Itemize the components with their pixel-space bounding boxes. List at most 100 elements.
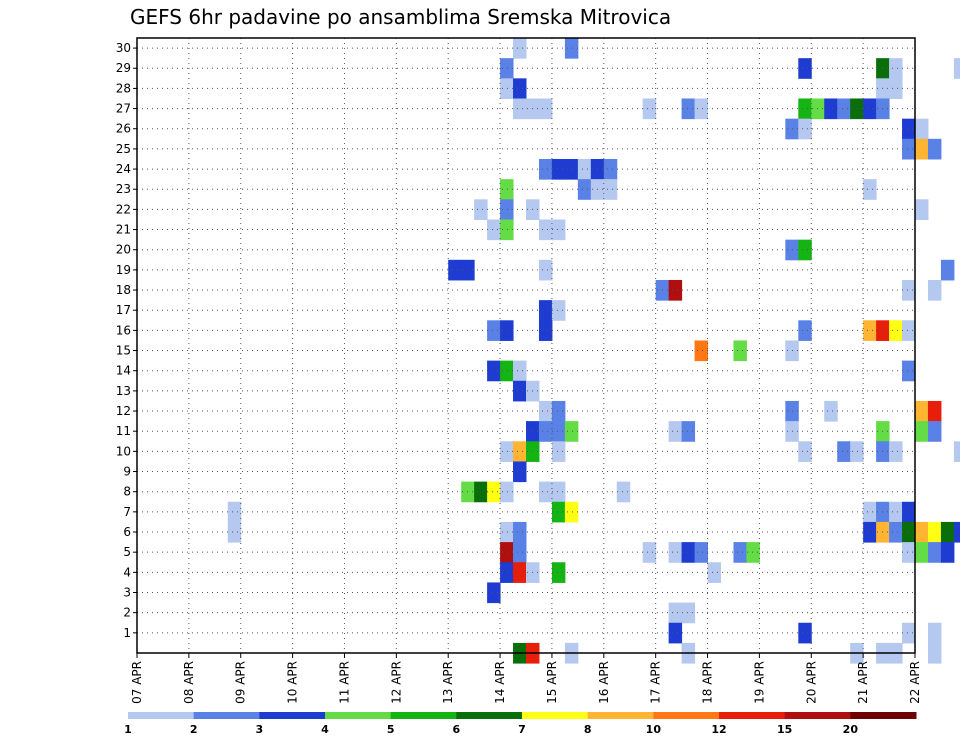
heatmap-cell [902,279,916,301]
heatmap-cell [889,441,903,462]
heatmap-cell [863,501,877,523]
heatmap-cell [889,58,903,79]
heatmap-cell [500,521,514,543]
heatmap-cell [603,179,618,200]
heatmap-cell [850,98,864,120]
colorbar-label: 10 [646,723,662,736]
y-tick-label: 3 [123,586,131,600]
heatmap-cell [824,400,838,422]
heatmap-cell [953,521,960,543]
x-tick-label: 10 APR [286,661,300,704]
y-tick-label: 8 [123,485,131,499]
y-tick-label: 4 [123,565,131,579]
colorbar-swatch [193,712,260,719]
y-tick-label: 5 [123,545,131,559]
heatmap-cell [837,98,851,120]
heatmap-cell [487,219,501,241]
heatmap-cell [927,279,942,301]
y-tick-label: 23 [116,182,131,196]
y-tick-label: 19 [116,263,131,277]
colorbar-label: 4 [321,723,329,736]
heatmap-cell [474,199,488,220]
heatmap-cell [694,542,709,563]
heatmap-cell [798,118,812,140]
heatmap-cell [500,58,514,79]
heatmap-cell [448,259,462,281]
heatmap-cell [487,582,501,604]
heatmap-cell [694,98,709,120]
heatmap-cell [500,481,514,503]
heatmap-cell [746,542,760,563]
heatmap-cell [915,400,929,422]
heatmap-cell [707,562,721,583]
heatmap-cell [811,98,825,120]
heatmap-cell [227,521,242,543]
y-tick-label: 26 [116,122,131,136]
heatmap-cell [889,78,903,99]
y-tick-label: 16 [116,323,131,337]
heatmap-cell [551,158,566,180]
heatmap-cell [513,38,527,59]
heatmap-cell [953,58,960,79]
heatmap-cell [953,441,960,462]
colorbar-swatch [325,712,392,719]
heatmap-cell [902,320,916,341]
heatmap-cell [668,602,683,624]
heatmap-cell [798,320,812,341]
heatmap-cell [902,501,916,523]
heatmap-cell [577,179,592,200]
y-tick-label: 1 [123,626,131,640]
y-tick-label: 11 [116,424,131,438]
heatmap-cell [927,138,942,160]
heatmap-cell [538,259,553,281]
colorbar-swatch [259,712,326,719]
plot-frame [136,37,916,654]
x-axis: 07 APR 08 APR 09 APR 10 APR 11 APR 12 APR 13 A… [130,653,922,704]
heatmap-cell [915,199,929,220]
y-axis: 1234567891011121314151617181920212223242… [116,41,137,640]
colorbar-label: 7 [518,723,526,736]
heatmap-cell [500,441,514,462]
heatmap-cell [642,542,657,563]
x-tick-label: 15 APR [545,661,559,704]
heatmap-cell [681,98,696,120]
y-tick-label: 10 [116,444,131,458]
heatmap-cell [603,158,618,180]
colorbar-swatch [522,712,589,719]
y-tick-label: 20 [116,243,131,257]
y-tick-label: 7 [123,505,131,519]
colorbar-label: 3 [256,723,264,736]
heatmap-cell [551,219,566,241]
heatmap-cell [902,138,916,160]
x-tick-label: 22 APR [908,661,922,704]
heatmap-cell [564,158,579,180]
y-tick-label: 13 [116,384,131,398]
heatmap-cell [902,521,916,543]
heatmap-cell [513,360,527,382]
x-tick-label: 11 APR [337,661,351,704]
heatmap-cell [863,521,877,543]
heatmap-cell [733,542,747,563]
heatmap-cell [500,542,514,563]
y-tick-label: 15 [116,344,131,358]
heatmap-cell [681,421,696,442]
chart-title: GEFS 6hr padavine po ansamblima Sremska … [130,5,671,29]
heatmap-cell [538,400,553,422]
colorbar-swatch [719,712,786,719]
heatmap-cell [551,562,566,583]
heatmap-cell [889,521,903,543]
x-tick-label: 07 APR [130,661,144,704]
heatmap-cell [551,421,566,442]
heatmap-cell [538,300,553,321]
y-tick-label: 18 [116,283,131,297]
heatmap-cell [798,239,812,261]
heatmap-cell [694,340,709,362]
heatmap-cell [564,38,579,59]
y-tick-label: 21 [116,223,131,237]
colorbar-label: 6 [453,723,461,736]
x-tick-label: 14 APR [493,661,507,704]
heatmap-cell [824,98,838,120]
x-tick-label: 18 APR [701,661,715,704]
heatmap-cell [513,380,527,402]
heatmap-cell [798,441,812,462]
